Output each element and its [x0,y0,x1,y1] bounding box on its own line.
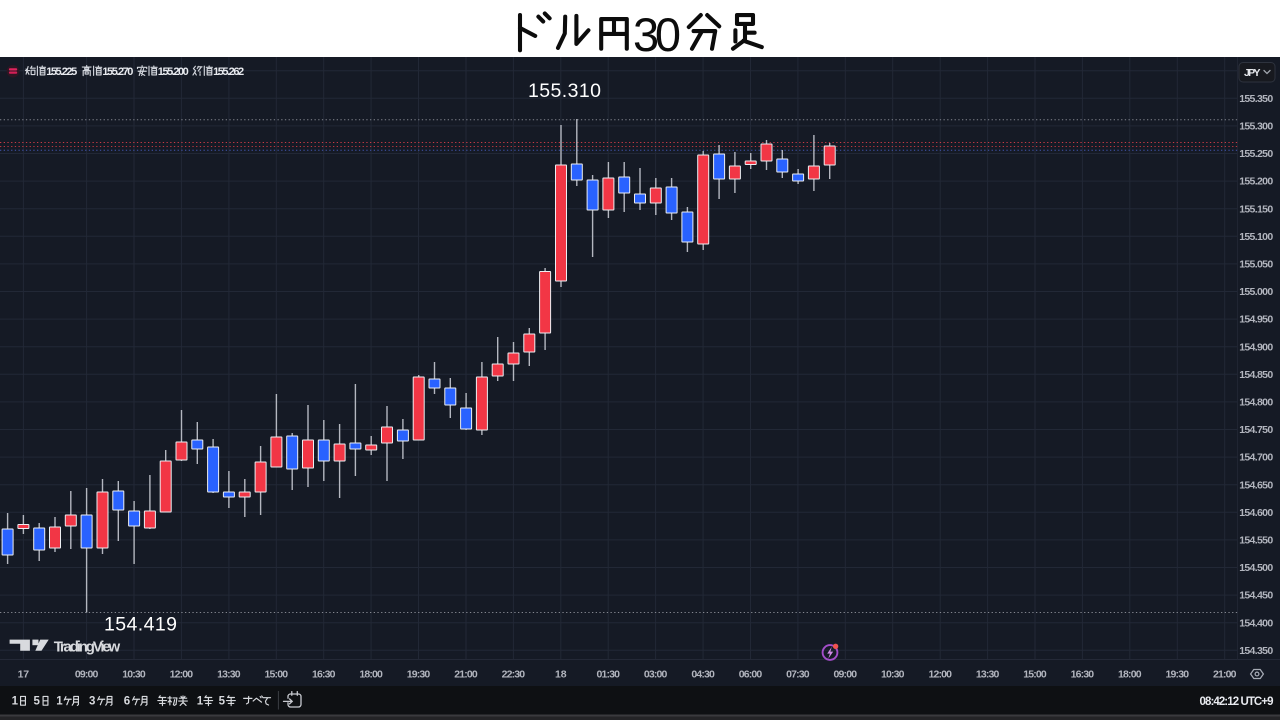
svg-text:155.200: 155.200 [158,66,189,78]
svg-text:155.200: 155.200 [1239,176,1273,188]
svg-text:TradingView: TradingView [54,638,121,655]
svg-text:154.950: 154.950 [1239,314,1273,326]
svg-text:155.100: 155.100 [1239,231,1273,243]
svg-text:15:00: 15:00 [265,669,289,681]
svg-text:12:00: 12:00 [170,669,194,681]
svg-text:154.419: 154.419 [104,614,177,636]
svg-text:19:30: 19:30 [1166,669,1190,681]
svg-text:09:00: 09:00 [75,669,99,681]
svg-text:3: 3 [89,696,95,708]
svg-text:12:00: 12:00 [928,669,952,681]
svg-text:154.600: 154.600 [1239,507,1273,519]
svg-text:01:30: 01:30 [596,669,620,681]
svg-text:18: 18 [555,669,567,681]
svg-text:1: 1 [197,696,204,708]
svg-text:18:00: 18:00 [1118,669,1142,681]
svg-text:154.700: 154.700 [1239,452,1273,464]
svg-text:09:00: 09:00 [834,669,858,681]
svg-text:30: 30 [633,8,681,61]
svg-text:21:00: 21:00 [1213,669,1237,681]
svg-text:16:30: 16:30 [312,669,336,681]
svg-text:21:00: 21:00 [454,669,478,681]
svg-text:22:30: 22:30 [502,669,526,681]
svg-text:17: 17 [18,669,30,681]
svg-text:13:30: 13:30 [217,669,241,681]
svg-text:6: 6 [124,696,130,708]
svg-text:154.400: 154.400 [1239,617,1273,629]
svg-text:154.500: 154.500 [1239,562,1273,574]
svg-text:5: 5 [219,696,226,708]
svg-text:154.350: 154.350 [1239,645,1273,657]
svg-text:155.350: 155.350 [1239,93,1273,105]
svg-text:155.270: 155.270 [102,66,133,78]
svg-text:155.250: 155.250 [1239,148,1273,160]
svg-text:07:30: 07:30 [786,669,810,681]
svg-text:1: 1 [56,696,63,708]
svg-text:154.900: 154.900 [1239,341,1273,353]
svg-text:03:00: 03:00 [644,669,668,681]
svg-text:06:00: 06:00 [739,669,763,681]
svg-text:154.750: 154.750 [1239,424,1273,436]
svg-text:154.650: 154.650 [1239,479,1273,491]
svg-text:155.150: 155.150 [1239,203,1273,215]
svg-text:18:00: 18:00 [359,669,383,681]
svg-text:08:42:12 UTC+9: 08:42:12 UTC+9 [1200,696,1274,708]
svg-text:10:30: 10:30 [122,669,146,681]
svg-text:154.800: 154.800 [1239,397,1273,409]
svg-text:155.310: 155.310 [528,80,601,102]
svg-text:155.000: 155.000 [1239,286,1273,298]
svg-text:155.300: 155.300 [1239,121,1273,133]
svg-text:5: 5 [34,696,41,708]
svg-text:JPY: JPY [1244,67,1261,79]
svg-text:16:30: 16:30 [1071,669,1095,681]
svg-text:154.450: 154.450 [1239,590,1273,602]
svg-text:04:30: 04:30 [691,669,715,681]
svg-text:155.225: 155.225 [46,66,77,78]
svg-text:19:30: 19:30 [407,669,431,681]
svg-text:155.262: 155.262 [213,66,244,78]
svg-text:13:30: 13:30 [976,669,1000,681]
svg-text:154.550: 154.550 [1239,535,1273,547]
svg-text:154.850: 154.850 [1239,369,1273,381]
svg-text:15:00: 15:00 [1023,669,1047,681]
svg-text:155.050: 155.050 [1239,259,1273,271]
svg-text:10:30: 10:30 [881,669,905,681]
svg-text:1: 1 [12,696,19,708]
